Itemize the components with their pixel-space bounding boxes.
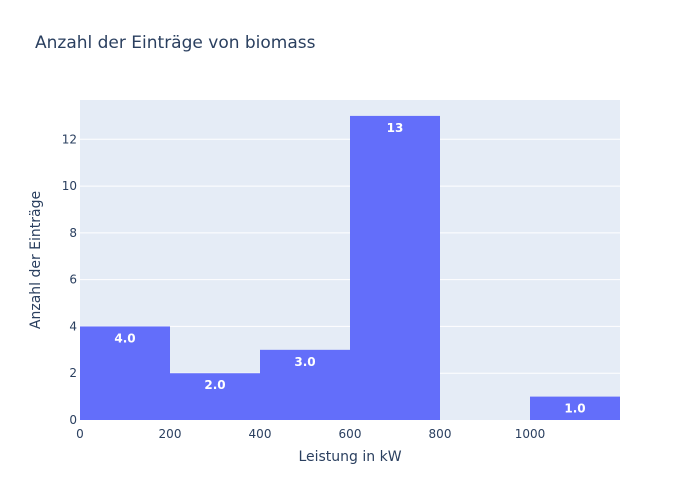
bars [80,115,620,420]
x-axis-title: Leistung in kW [298,449,401,465]
x-tick-label: 600 [339,427,362,441]
x-tick-label: 200 [159,427,182,441]
x-tick-label: 400 [249,427,272,441]
bar-value-label: 3.0 [294,355,315,369]
histogram-bar [350,115,440,420]
histogram-bar [80,326,170,420]
x-tick-label: 800 [429,427,452,441]
bar-value-label: 13 [387,121,404,135]
x-tick-label: 1000 [515,427,546,441]
bar-value-label: 4.0 [114,331,135,345]
chart-title: Anzahl der Einträge von biomass [35,33,316,53]
y-axis-title: Anzahl der Einträge [28,191,44,329]
y-tick-label: 10 [62,179,77,193]
histogram-bar [260,349,350,420]
x-tick-label: 0 [76,427,84,441]
bar-labels: 4.0 2.0 3.0 13 1.0 [114,121,585,416]
y-tick-label: 6 [69,273,77,287]
y-tick-label: 2 [69,366,77,380]
y-tick-label: 12 [62,132,77,146]
histogram-bar [170,373,260,420]
y-tick-label: 4 [69,319,77,333]
bar-value-label: 1.0 [564,402,585,416]
histogram-bar [530,396,620,420]
y-tick-labels: 0 2 4 6 8 10 12 [62,132,77,427]
y-tick-label: 0 [69,413,77,427]
x-tick-labels: 0 200 400 600 800 1000 [76,427,545,441]
bar-value-label: 2.0 [204,378,225,392]
y-tick-label: 8 [69,226,77,240]
